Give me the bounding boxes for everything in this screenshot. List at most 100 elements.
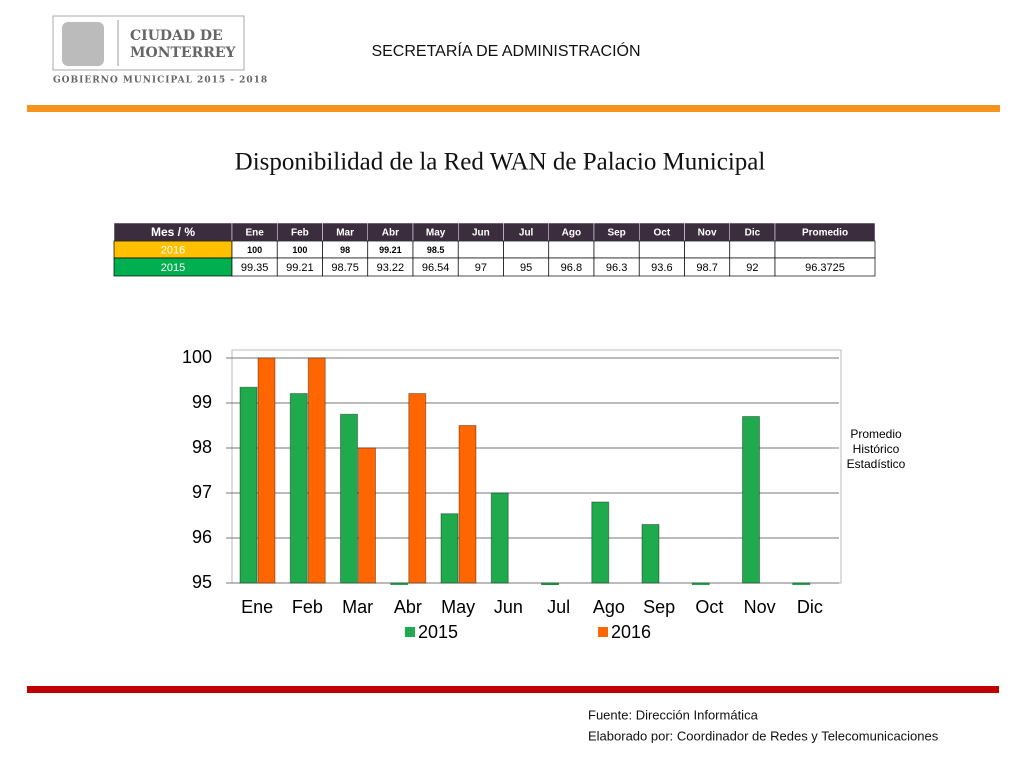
- plot-area: [231, 349, 842, 584]
- cell: [593, 240, 640, 259]
- bar: [458, 425, 477, 584]
- bar: [641, 524, 660, 584]
- cell-text: 96.3: [606, 262, 627, 274]
- chart: 95 96 97 98 99 100 Ene Feb Mar Abr May Jun Jul Ago Sep…: [182, 347, 906, 642]
- bar: [691, 582, 710, 585]
- cell-text: 98.5: [427, 245, 445, 255]
- bar: [440, 513, 459, 584]
- cell-text: 96.54: [422, 262, 450, 274]
- footer-source: Fuente: Dirección Informática: [588, 707, 759, 722]
- bar: [239, 386, 258, 584]
- logo-box: [52, 15, 245, 71]
- cell-text: 99.21: [286, 262, 314, 274]
- header-text: Mar: [336, 228, 354, 239]
- x-tick-label: May: [441, 597, 475, 617]
- row-label: 2016: [161, 244, 185, 256]
- logo-emblem: [62, 22, 104, 66]
- bar: [340, 413, 358, 584]
- annotation: Histórico: [853, 442, 900, 456]
- bar: [289, 393, 308, 584]
- header-text: Feb: [291, 228, 309, 239]
- cell: [729, 240, 776, 259]
- x-tick-label: Sep: [643, 597, 675, 617]
- x-tick-label: Jul: [547, 597, 570, 617]
- row-label: 2015: [161, 262, 185, 274]
- x-tick-label: Mar: [342, 597, 373, 617]
- legend-label: 2015: [418, 622, 458, 642]
- x-tick-label: Jun: [494, 597, 523, 617]
- bar: [358, 447, 376, 584]
- cell-text: 100: [247, 245, 262, 255]
- cell-text: 98.75: [331, 262, 359, 274]
- header-text: Ene: [245, 228, 264, 239]
- cell-text: 98: [340, 245, 350, 255]
- table: Mes / % Ene Feb Mar Abr May Jun Jul Ago Sep Oct Nov…: [113, 222, 876, 277]
- cell-text: 96.8: [561, 262, 582, 274]
- y-tick-label: 98: [192, 437, 212, 457]
- cell: [638, 240, 685, 259]
- cell-text: 98.7: [696, 262, 717, 274]
- y-tick-label: 97: [192, 482, 212, 502]
- header-text: Abr: [382, 228, 399, 239]
- cell-text: 100: [292, 245, 307, 255]
- bar: [307, 357, 326, 584]
- header-text: Oct: [654, 228, 671, 239]
- header-rule: [27, 105, 1000, 112]
- department: SECRETARÍA DE ADMINISTRACIÓN: [371, 41, 640, 60]
- header-text: May: [426, 228, 446, 239]
- header-text: Mes / %: [151, 225, 195, 239]
- header-text: Ago: [562, 228, 581, 239]
- cell: [684, 240, 731, 259]
- header-text: Jun: [472, 228, 490, 239]
- bar: [390, 582, 409, 585]
- logo-text: MONTERREY: [130, 45, 237, 61]
- x-tick-label: Abr: [394, 597, 422, 617]
- cell: [774, 240, 876, 259]
- cell-text: 99.35: [241, 262, 269, 274]
- cell-text: 96.3725: [805, 262, 845, 274]
- cell: [503, 240, 550, 259]
- x-tick-label: Nov: [744, 597, 776, 617]
- logo-subtitle: GOBIERNO MUNICIPAL 2015 - 2018: [53, 76, 268, 86]
- cell: [774, 257, 876, 277]
- footer-author: Elaborado por: Coordinador de Redes y Te…: [588, 728, 939, 743]
- cell: [548, 240, 595, 259]
- header-text: Sep: [607, 228, 625, 239]
- bar: [408, 393, 427, 584]
- cell-text: 93.22: [377, 262, 405, 274]
- footer-rule: [27, 686, 999, 693]
- legend-label: 2016: [611, 622, 651, 642]
- cell-text: 99.21: [379, 245, 402, 255]
- legend-swatch: [598, 627, 608, 637]
- header-text: Promedio: [802, 228, 848, 239]
- header-text: Dic: [745, 228, 761, 239]
- header-text: Jul: [519, 228, 534, 239]
- bar: [742, 416, 760, 584]
- bar: [792, 582, 811, 585]
- y-tick-label: 100: [182, 347, 212, 367]
- x-tick-label: Oct: [695, 597, 723, 617]
- x-tick-label: Feb: [292, 597, 323, 617]
- bar: [490, 492, 509, 584]
- legend-swatch: [405, 627, 415, 637]
- logo-text: CIUDAD DE: [130, 28, 223, 44]
- bar: [541, 582, 559, 585]
- annotation: Estadístico: [847, 457, 906, 471]
- annotation: Promedio: [850, 427, 902, 441]
- cell-text: 92: [746, 262, 758, 274]
- y-tick-label: 95: [192, 572, 212, 592]
- bars: [239, 357, 811, 585]
- y-tick-label: 99: [192, 392, 212, 412]
- cell: [457, 240, 504, 259]
- bar: [591, 501, 610, 584]
- x-tick-label: Ago: [593, 597, 625, 617]
- bar: [257, 357, 276, 584]
- cell-text: 93.6: [651, 262, 672, 274]
- x-tick-label: Dic: [797, 597, 823, 617]
- cell-text: 97: [475, 262, 487, 274]
- y-tick-label: 96: [192, 527, 212, 547]
- x-tick-label: Ene: [241, 597, 273, 617]
- cell-text: 95: [520, 262, 532, 274]
